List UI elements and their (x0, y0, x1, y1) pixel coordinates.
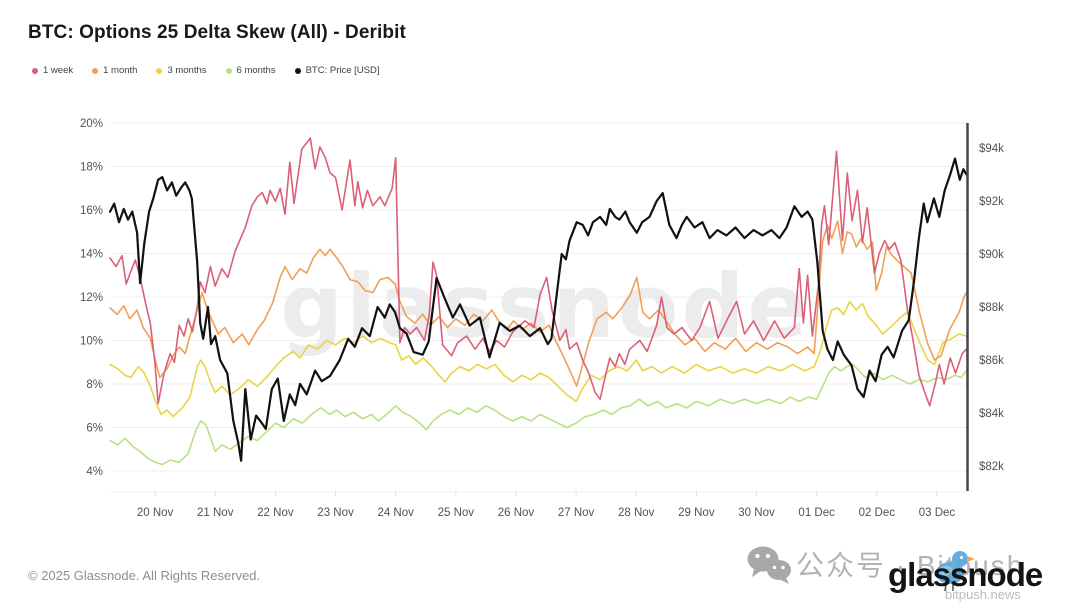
y-axis-right-tick-label: $90k (979, 249, 1004, 261)
y-axis-right-tick-label: $94k (979, 143, 1004, 155)
wechat-account-label: 公众号 · Bitpush (796, 550, 1025, 581)
legend-item-6-months[interactable]: 6 months (225, 65, 276, 76)
x-axis-tick-label: 23 Nov (317, 507, 354, 519)
footer-stamp: 公众号 · Bitpush glassnode bitpush.news (740, 538, 1080, 608)
bitpush-bird-icon (936, 551, 975, 592)
x-axis-tick-label: 01 Dec (798, 507, 835, 519)
x-axis-tick-label: 03 Dec (919, 507, 956, 519)
legend-dot (225, 67, 232, 74)
bitpush-site-label: bitpush.news (945, 587, 1021, 602)
legend-dot (294, 67, 301, 74)
series-line-6-months (109, 363, 968, 466)
y-axis-right-tick-label: $86k (979, 355, 1004, 367)
y-axis-left-tick-label: 8% (86, 379, 103, 391)
y-axis-left-tick-label: 20% (80, 118, 103, 130)
x-axis-tick-label: 21 Nov (197, 507, 234, 519)
wechat-icon (747, 546, 791, 584)
y-axis-right-tick-label: $84k (979, 408, 1004, 420)
legend-item-1-month[interactable]: 1 month (92, 65, 137, 76)
x-axis-tick-label: 29 Nov (678, 507, 715, 519)
x-axis-tick-label: 22 Nov (257, 507, 294, 519)
legend: 1 week 1 month 3 months 6 months BTC: Price … (32, 65, 380, 76)
legend-dot (92, 67, 99, 74)
y-axis-left-tick-label: 6% (86, 423, 103, 435)
x-axis-tick-label: 30 Nov (738, 507, 775, 519)
copyright-text: © 2025 Glassnode. All Rights Reserved. (28, 568, 261, 583)
x-axis-tick-label: 20 Nov (137, 507, 174, 519)
legend-item-1-week[interactable]: 1 week (32, 65, 73, 76)
series-line-3-months (109, 300, 968, 418)
y-axis-left-tick-label: 12% (80, 292, 103, 304)
x-axis-tick-label: 02 Dec (859, 507, 896, 519)
legend-label: 1 month (103, 65, 138, 76)
x-axis-tick-label: 25 Nov (438, 507, 475, 519)
y-axis-left-tick-label: 4% (86, 466, 103, 478)
legend-label: 1 week (43, 65, 74, 76)
y-axis-left-tick-label: 18% (80, 162, 103, 174)
series-line-1-month (109, 220, 968, 388)
x-axis-tick-label: 26 Nov (498, 507, 535, 519)
y-axis-left-tick-label: 14% (80, 249, 103, 261)
y-axis-right-tick-label: $82k (979, 461, 1004, 473)
legend-label: 3 months (167, 65, 207, 76)
x-axis-tick-label: 28 Nov (618, 507, 655, 519)
legend-item-3-months[interactable]: 3 months (156, 65, 207, 76)
series-line-1-week (109, 137, 968, 407)
y-axis-right-tick-label: $88k (979, 302, 1004, 314)
glassnode-logo: glassnode (888, 556, 1043, 593)
legend-label: 6 months (236, 65, 276, 76)
legend-item-btc-price-usd-[interactable]: BTC: Price [USD] (294, 65, 380, 76)
x-axis-tick-label: 24 Nov (377, 507, 414, 519)
y-axis-left-tick-label: 10% (80, 336, 103, 348)
legend-dot (156, 67, 163, 74)
y-axis-right-tick-label: $92k (979, 196, 1004, 208)
chart-canvas[interactable]: 20%18%16%14%12%10%8%6%4%glassnode$94k$92… (0, 0, 1080, 540)
legend-label: BTC: Price [USD] (305, 65, 380, 76)
page-title: BTC: Options 25 Delta Skew (All) - Derib… (28, 22, 406, 43)
legend-dot (32, 67, 38, 74)
series-line-btc-price-usd- (108, 157, 968, 462)
x-axis-tick-label: 27 Nov (558, 507, 595, 519)
y-axis-left-tick-label: 16% (80, 205, 103, 217)
